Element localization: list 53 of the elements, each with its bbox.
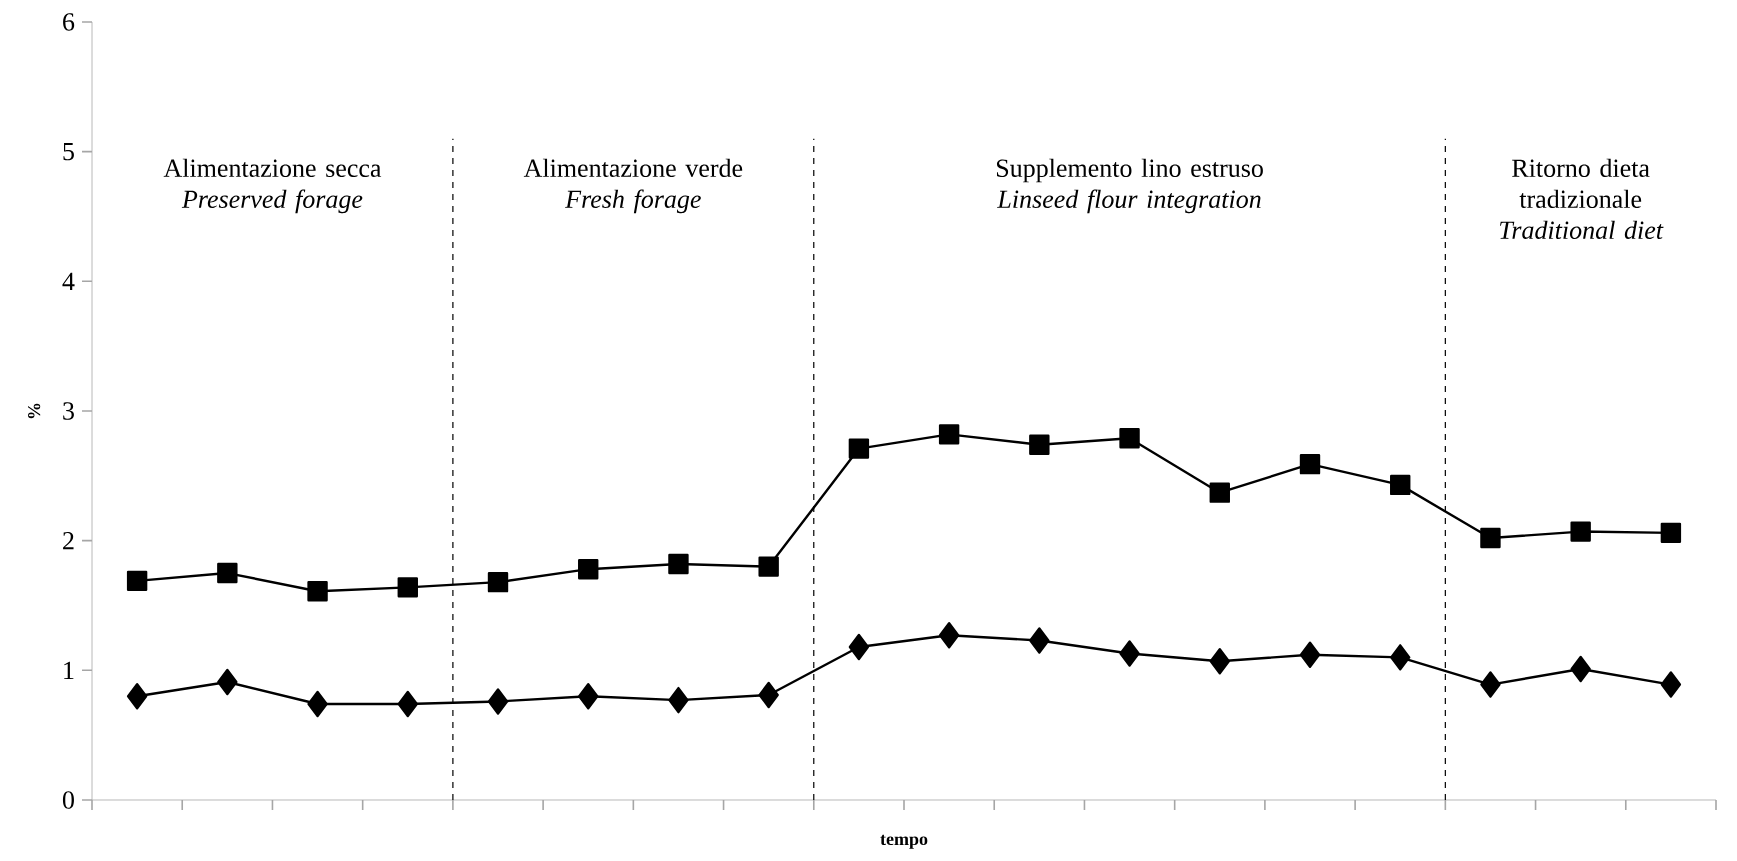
point <box>397 690 418 718</box>
y-tick-label: 5 <box>63 143 74 161</box>
annotation: Preserved forage <box>181 189 363 214</box>
point <box>1299 453 1321 475</box>
point <box>1029 627 1050 654</box>
y-tick-label: 1 <box>64 661 74 679</box>
point <box>578 683 599 710</box>
point <box>487 688 509 715</box>
point <box>217 562 238 584</box>
point <box>758 681 779 709</box>
y-tick-label: 4 <box>62 272 75 290</box>
annotation: Ritorno dieta tradizionale <box>1512 158 1650 209</box>
point <box>848 633 870 661</box>
point <box>307 690 328 718</box>
point <box>1119 640 1140 667</box>
point <box>1570 521 1591 542</box>
point <box>1209 482 1230 503</box>
point <box>848 438 870 459</box>
x-axis-title: tempo <box>880 834 928 849</box>
point <box>1209 648 1230 675</box>
point <box>938 424 960 445</box>
y-tick-label: 2 <box>63 532 74 550</box>
point <box>1029 434 1050 455</box>
point <box>1570 655 1591 683</box>
point <box>758 556 779 577</box>
point <box>1480 671 1501 698</box>
point <box>578 558 599 580</box>
point <box>217 668 238 696</box>
point <box>1660 522 1682 544</box>
annotation: Traditional diet <box>1500 220 1664 240</box>
y-tick-label: 3 <box>63 402 74 420</box>
point <box>126 570 148 592</box>
point <box>1660 671 1682 698</box>
point <box>938 622 960 649</box>
point <box>1119 428 1140 449</box>
annotation: Supplemento lino estruso <box>996 158 1263 183</box>
annotation: Linseed flour integration <box>997 189 1261 214</box>
y-tick-label: 6 <box>63 13 75 31</box>
point <box>668 686 689 714</box>
annotation: Fresh forage <box>565 189 701 214</box>
y-tick-label: 0 <box>62 791 74 809</box>
point <box>1299 641 1321 668</box>
point <box>487 571 509 593</box>
point <box>668 553 689 575</box>
point <box>1390 644 1411 671</box>
y-axis-title: % <box>27 403 41 419</box>
annotation: Alimentazione verde <box>523 158 743 178</box>
point <box>1390 474 1411 496</box>
point <box>126 683 148 710</box>
annotation: Alimentazione secca <box>163 158 382 178</box>
point <box>397 577 418 598</box>
point <box>1480 527 1501 549</box>
point <box>307 581 328 602</box>
